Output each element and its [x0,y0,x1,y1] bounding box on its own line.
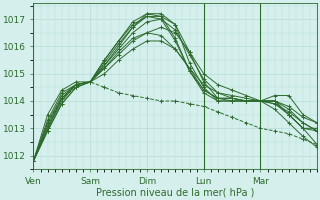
X-axis label: Pression niveau de la mer( hPa ): Pression niveau de la mer( hPa ) [96,187,254,197]
